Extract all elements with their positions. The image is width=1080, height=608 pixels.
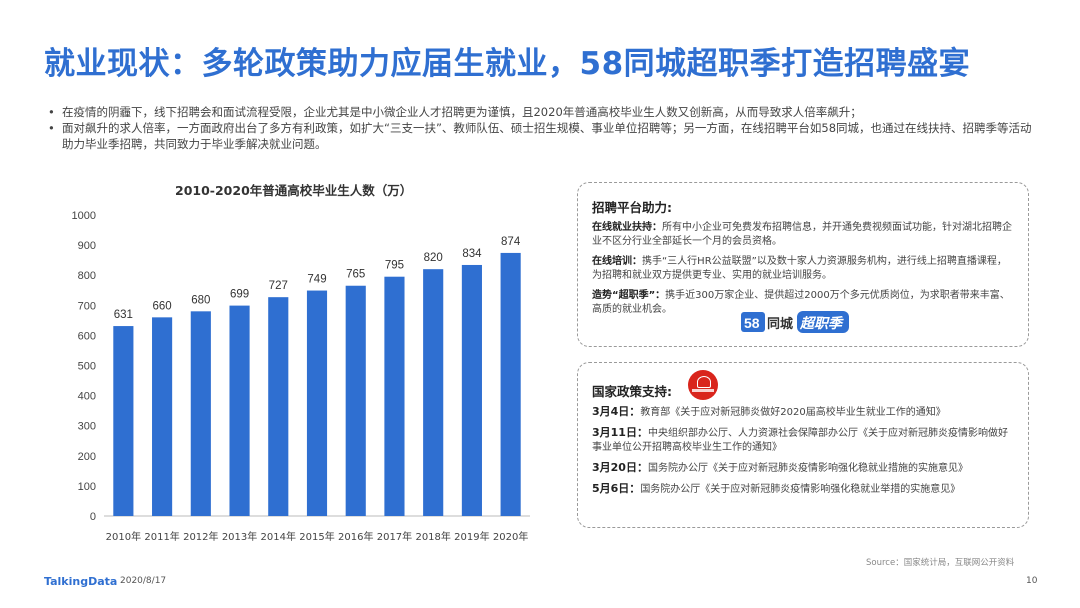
svg-text:同城: 同城	[767, 316, 793, 332]
policy-text: 国务院办公厅《关于应对新冠肺炎疫情影响强化稳就业举措的实施意见》	[640, 484, 961, 495]
policy-item: 3月11日：中央组织部办公厅、人力资源社会保障部办公厅《关于应对新冠肺炎疫情影响…	[592, 426, 1016, 455]
bar	[461, 264, 482, 516]
policy-text: 中央组织部办公厅、人力资源社会保障部办公厅《关于应对新冠肺炎疫情影响做好事业单位…	[592, 428, 1008, 453]
x-tick-label: 2014年	[261, 530, 296, 543]
bullet-text: 在疫情的阴霾下，线下招聘会和面试流程受限，企业尤其是中小微企业人才招聘更为谨慎，…	[62, 105, 862, 119]
y-tick-label: 400	[78, 391, 96, 403]
bar	[229, 305, 250, 516]
bullet-dot: •	[48, 105, 55, 119]
platform-item-text: 携手近300万家企业、提供超过2000万个多元优质岗位，为求职者带来丰富、高质的…	[592, 290, 1010, 315]
bar-value-label: 749	[307, 274, 326, 286]
y-tick-label: 900	[78, 240, 96, 252]
platform-item: 造势“超职季”：携手近300万家企业、提供超过2000万个多元优质岗位，为求职者…	[592, 289, 1016, 317]
platform-item-label: 在线培训：	[592, 256, 642, 267]
bullet-text: 面对飙升的求人倍率，一方面政府出台了多方有利政策，如扩大“三支一扶”、教师队伍、…	[62, 121, 1032, 151]
bar-value-label: 795	[385, 260, 404, 272]
bar-value-label: 631	[114, 309, 133, 321]
policy-date: 3月11日：	[592, 426, 648, 439]
bar-value-label: 834	[462, 248, 482, 260]
bullet-item: • 在疫情的阴霾下，线下招聘会和面试流程受限，企业尤其是中小微企业人才招聘更为谨…	[48, 104, 1038, 120]
policy-support-panel: 国家政策支持: 3月4日：教育部《关于应对新冠肺炎做好2020届高校毕业生就业工…	[577, 362, 1029, 528]
talkingdata-logo: TalkingData	[44, 575, 118, 588]
x-tick-label: 2018年	[415, 530, 450, 543]
bullet-item: • 面对飙升的求人倍率，一方面政府出台了多方有利政策，如扩大“三支一扶”、教师队…	[48, 120, 1038, 152]
bullet-dot: •	[48, 121, 55, 135]
footer-date: 2020/8/17	[120, 576, 167, 586]
platform-item: 在线就业扶持：所有中小企业可免费发布招聘信息，并开通免费视频面试功能，针对湖北招…	[592, 221, 1016, 249]
x-tick-label: 2011年	[144, 530, 179, 543]
bar	[152, 317, 173, 516]
y-tick-label: 300	[78, 421, 96, 433]
policy-item: 5月6日：国务院办公厅《关于应对新冠肺炎疫情影响强化稳就业举措的实施意见》	[592, 482, 1016, 497]
page-title: 就业现状：多轮政策助力应届生就业，58同城超职季打造招聘盛宴	[44, 46, 971, 82]
bar-value-label: 820	[424, 252, 443, 264]
x-tick-label: 2015年	[299, 530, 334, 543]
58-chaozhiji-logo: 58 同城 超职季	[741, 311, 849, 333]
source-note: Source：国家统计局，互联网公开资料	[866, 558, 1015, 568]
bar	[423, 269, 444, 516]
bar	[500, 252, 521, 516]
policy-item: 3月20日：国务院办公厅《关于应对新冠肺炎疫情影响强化稳就业措施的实施意见》	[592, 461, 1016, 476]
y-tick-label: 0	[90, 511, 96, 523]
platform-item-label: 造势“超职季”：	[592, 290, 666, 301]
bar-chart: 0 100 200 300 400 500 600 700 800 900 1000 631 2010年…	[72, 210, 530, 543]
x-tick-label: 2012年	[183, 530, 218, 543]
bar-value-label: 680	[191, 294, 210, 306]
svg-text:58: 58	[744, 315, 760, 331]
bar	[384, 276, 405, 516]
page-number: 10	[1026, 576, 1038, 586]
bar-value-label: 699	[230, 289, 249, 301]
platform-item-text: 所有中小企业可免费发布招聘信息，并开通免费视频面试功能，针对湖北招聘企业不区分行…	[592, 222, 1012, 247]
y-tick-label: 700	[78, 300, 96, 312]
platform-item-label: 在线就业扶持：	[592, 222, 662, 233]
platform-heading: 招聘平台助力:	[592, 200, 672, 215]
chart-title: 2010-2020年普通高校毕业生人数（万）	[175, 183, 413, 198]
y-tick-label: 100	[78, 481, 96, 493]
x-tick-label: 2010年	[106, 530, 141, 543]
bar	[268, 297, 289, 516]
bar	[113, 326, 134, 516]
platform-item: 在线培训：携手“三人行HR公益联盟”以及数十家人力资源服务机构，进行线上招聘直播…	[592, 255, 1016, 283]
bullet-list: • 在疫情的阴霾下，线下招聘会和面试流程受限，企业尤其是中小微企业人才招聘更为谨…	[48, 104, 1038, 152]
policy-heading: 国家政策支持:	[592, 384, 672, 399]
government-seal-icon	[688, 370, 718, 400]
bar-value-label: 874	[501, 236, 521, 248]
bar	[345, 285, 366, 516]
platform-support-panel: 招聘平台助力: 在线就业扶持：所有中小企业可免费发布招聘信息，并开通免费视频面试…	[577, 182, 1029, 347]
bar-value-label: 727	[269, 280, 288, 292]
policy-date: 3月4日：	[592, 405, 641, 418]
x-tick-label: 2017年	[377, 530, 412, 543]
y-tick-label: 200	[78, 451, 96, 463]
bar-value-label: 660	[152, 300, 171, 312]
policy-text: 国务院办公厅《关于应对新冠肺炎疫情影响强化稳就业措施的实施意见》	[647, 463, 968, 474]
bar-value-label: 765	[346, 269, 365, 281]
y-tick-label: 500	[78, 361, 96, 373]
policy-date: 3月20日：	[592, 461, 648, 474]
platform-item-text: 携手“三人行HR公益联盟”以及数十家人力资源服务机构，进行线上招聘直播课程，为招…	[592, 256, 1007, 281]
y-tick-label: 1000	[72, 210, 96, 222]
x-tick-label: 2020年	[493, 530, 528, 543]
x-tick-label: 2013年	[222, 530, 257, 543]
policy-item: 3月4日：教育部《关于应对新冠肺炎做好2020届高校毕业生就业工作的通知》	[592, 405, 1016, 420]
svg-text:超职季: 超职季	[799, 315, 844, 332]
x-tick-label: 2016年	[338, 530, 373, 543]
x-tick-label: 2019年	[454, 530, 489, 543]
platform-items: 在线就业扶持：所有中小企业可免费发布招聘信息，并开通免费视频面试功能，针对湖北招…	[592, 221, 1016, 317]
y-tick-label: 800	[78, 270, 96, 282]
policy-text: 教育部《关于应对新冠肺炎做好2020届高校毕业生就业工作的通知》	[640, 407, 946, 418]
policy-date: 5月6日：	[592, 482, 641, 495]
policy-items: 3月4日：教育部《关于应对新冠肺炎做好2020届高校毕业生就业工作的通知》 3月…	[592, 405, 1016, 497]
bar	[306, 290, 328, 516]
y-tick-label: 600	[78, 330, 96, 342]
bar	[190, 311, 211, 516]
